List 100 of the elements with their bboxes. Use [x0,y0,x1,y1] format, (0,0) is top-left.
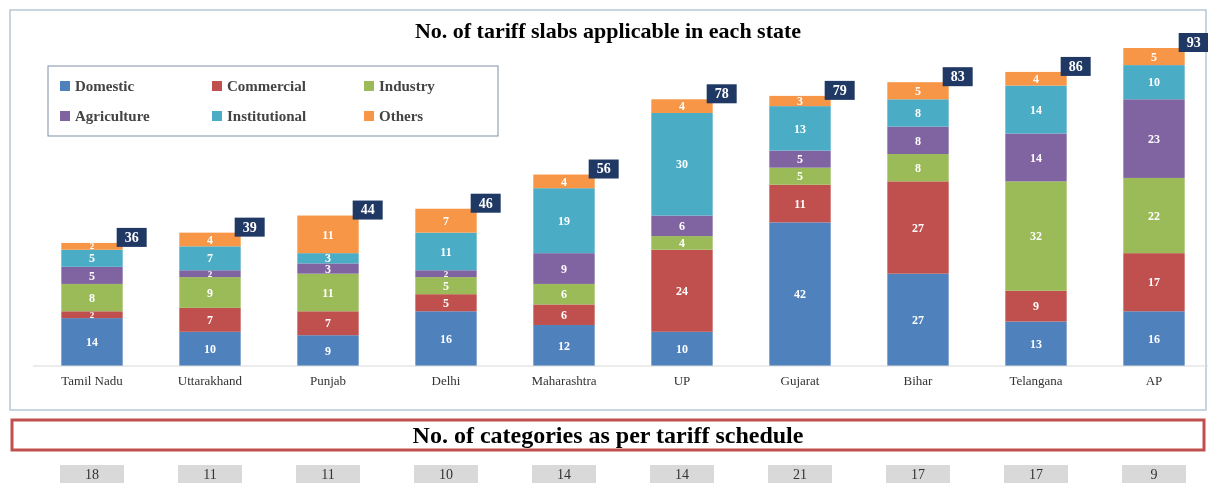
data-label: 17 [1148,275,1160,290]
data-label: 4 [679,236,685,251]
bar [415,208,477,233]
bar [651,236,713,250]
total-label: 36 [124,229,139,245]
data-label: 5 [89,268,95,283]
data-label: 30 [676,157,688,172]
data-label: 11 [322,285,334,300]
data-label: 10 [676,342,688,357]
bar [1005,85,1067,134]
data-label: 42 [794,287,806,302]
data-label: 2 [89,309,95,320]
x-tick-label: Bihar [903,373,934,388]
data-label: 12 [558,338,570,353]
x-tick-label: Tamil Nadu [61,373,124,388]
bar [769,106,831,151]
bar [1005,133,1067,182]
bar [415,294,477,312]
bar [533,174,595,189]
data-label: 24 [676,283,688,298]
chart-title: No. of tariff slabs applicable in each state [414,18,802,43]
data-label: 7 [207,313,213,328]
data-label: 5 [443,295,449,310]
data-label: 16 [1148,331,1160,346]
bar [1123,48,1185,66]
legend-label: Others [379,108,424,125]
x-tick-label: Telangana [1009,373,1063,388]
total-label: 79 [832,82,847,98]
bar [533,253,595,284]
bar [887,154,949,182]
bar [651,249,713,332]
bar [61,311,123,319]
x-tick-label: UP [673,373,691,388]
data-label: 9 [561,261,567,276]
bar [415,270,477,278]
bar [179,232,241,247]
data-label: 2 [207,268,213,279]
bar [887,181,949,274]
bar [1123,99,1185,178]
text: No. of categories as per tariff schedule [412,422,804,449]
x-tick-label: Punjab [309,373,347,388]
data-label: 14 [86,335,98,350]
data-label: 7 [443,213,449,228]
total-label: 46 [478,195,493,211]
data-label: 5 [915,83,921,98]
bar [651,99,713,113]
data-label: 19 [558,213,570,228]
bar [179,277,241,308]
text: 10 [439,466,453,482]
bar [61,318,123,366]
data-label: 8 [915,160,921,175]
data-label: 6 [561,307,567,322]
bar [1005,71,1067,86]
bar [769,222,831,366]
bar [887,126,949,154]
total-label: 44 [360,202,375,218]
data-label: 8 [915,133,921,148]
text: 11 [203,466,217,482]
bar [1123,253,1185,312]
data-label: 5 [797,169,803,184]
bar [1005,181,1067,291]
data-label: 9 [1033,299,1039,314]
bar [769,150,831,168]
legend-label: Agriculture [75,108,151,125]
data-label: 4 [207,232,213,247]
x-tick-label: Delhi [431,373,461,388]
bar [179,270,241,278]
legend-label: Institutional [227,108,307,125]
total-label: 86 [1068,58,1083,74]
bar [61,283,123,312]
data-label: 10 [204,342,216,357]
bar [61,249,123,267]
bar [887,82,949,100]
text: 11 [321,466,335,482]
bar [179,307,241,332]
data-label: 5 [797,152,803,167]
bar [415,311,477,366]
data-label: 11 [322,227,334,242]
data-label: 11 [794,196,806,211]
text: 9 [1150,466,1158,482]
bar [297,273,359,312]
x-tick-label: Uttarakhand [177,373,243,388]
bar [179,331,241,366]
bar [887,99,949,127]
x-tick-label: AP [1145,373,1163,388]
text: 14 [675,466,689,482]
data-label: 14 [1030,150,1042,165]
total-label: 39 [242,219,257,235]
data-label: 6 [561,287,567,302]
data-label: 32 [1030,229,1042,244]
bar [533,188,595,254]
bar [1005,290,1067,322]
data-label: 22 [1148,208,1160,223]
bar [651,331,713,366]
data-label: 27 [912,313,924,328]
bar [651,112,713,216]
bar [1123,65,1185,100]
data-label: 11 [440,244,452,259]
text: 17 [1029,466,1043,482]
bar [297,263,359,274]
